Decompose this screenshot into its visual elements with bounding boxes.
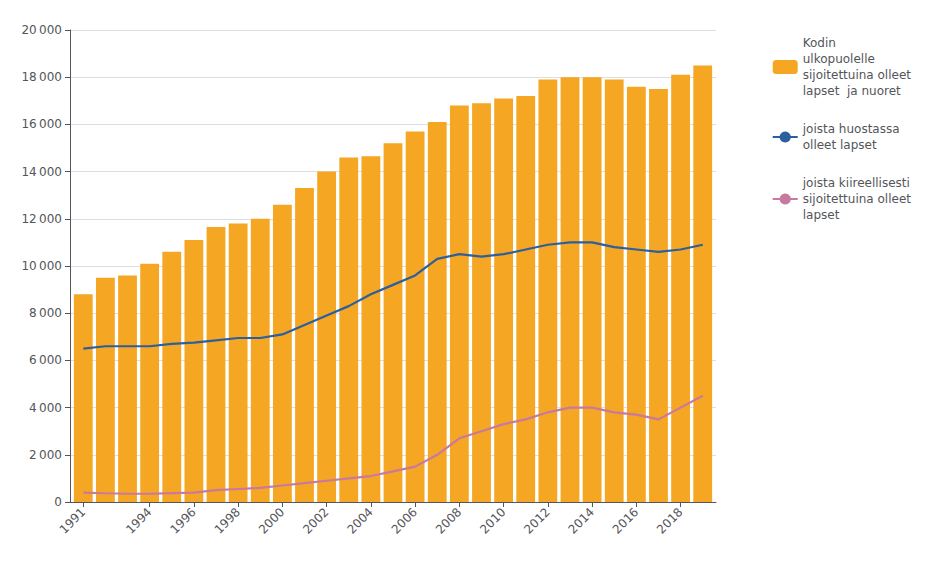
svg-text:20 000: 20 000 — [21, 23, 62, 37]
svg-text:6 000: 6 000 — [29, 353, 62, 367]
svg-text:1994: 1994 — [123, 505, 154, 536]
svg-text:1996: 1996 — [167, 505, 198, 536]
svg-text:12 000: 12 000 — [21, 212, 62, 226]
svg-text:2014: 2014 — [566, 505, 597, 536]
svg-text:olleet lapset: olleet lapset — [803, 138, 877, 152]
svg-text:Kodin: Kodin — [803, 36, 836, 50]
svg-text:0: 0 — [54, 495, 62, 509]
svg-text:2000: 2000 — [256, 505, 287, 536]
svg-text:14 000: 14 000 — [21, 165, 62, 179]
svg-text:4 000: 4 000 — [29, 401, 62, 415]
svg-text:2012: 2012 — [521, 505, 552, 536]
svg-text:2010: 2010 — [477, 505, 508, 536]
svg-text:2008: 2008 — [433, 505, 464, 536]
svg-text:joista kiireellisesti: joista kiireellisesti — [802, 176, 910, 190]
svg-text:2018: 2018 — [654, 505, 685, 536]
svg-text:2004: 2004 — [344, 505, 375, 536]
svg-text:1991: 1991 — [57, 505, 88, 536]
svg-text:18 000: 18 000 — [21, 70, 62, 84]
svg-text:sijoitettuina olleet: sijoitettuina olleet — [803, 192, 912, 206]
svg-text:2016: 2016 — [610, 505, 641, 536]
svg-text:ulkopuolelle: ulkopuolelle — [803, 52, 875, 66]
svg-text:2 000: 2 000 — [29, 448, 62, 462]
svg-text:lapset: lapset — [803, 208, 840, 222]
svg-text:joista huostassa: joista huostassa — [802, 122, 900, 136]
svg-text:10 000: 10 000 — [21, 259, 62, 273]
svg-text:2002: 2002 — [300, 505, 331, 536]
svg-text:1998: 1998 — [212, 505, 243, 536]
svg-text:8 000: 8 000 — [29, 306, 62, 320]
svg-text:lapset ja nuoret: lapset ja nuoret — [803, 84, 901, 98]
svg-text:sijoitettuina olleet: sijoitettuina olleet — [803, 68, 912, 82]
svg-text:16 000: 16 000 — [21, 117, 62, 131]
svg-text:2006: 2006 — [389, 505, 420, 536]
